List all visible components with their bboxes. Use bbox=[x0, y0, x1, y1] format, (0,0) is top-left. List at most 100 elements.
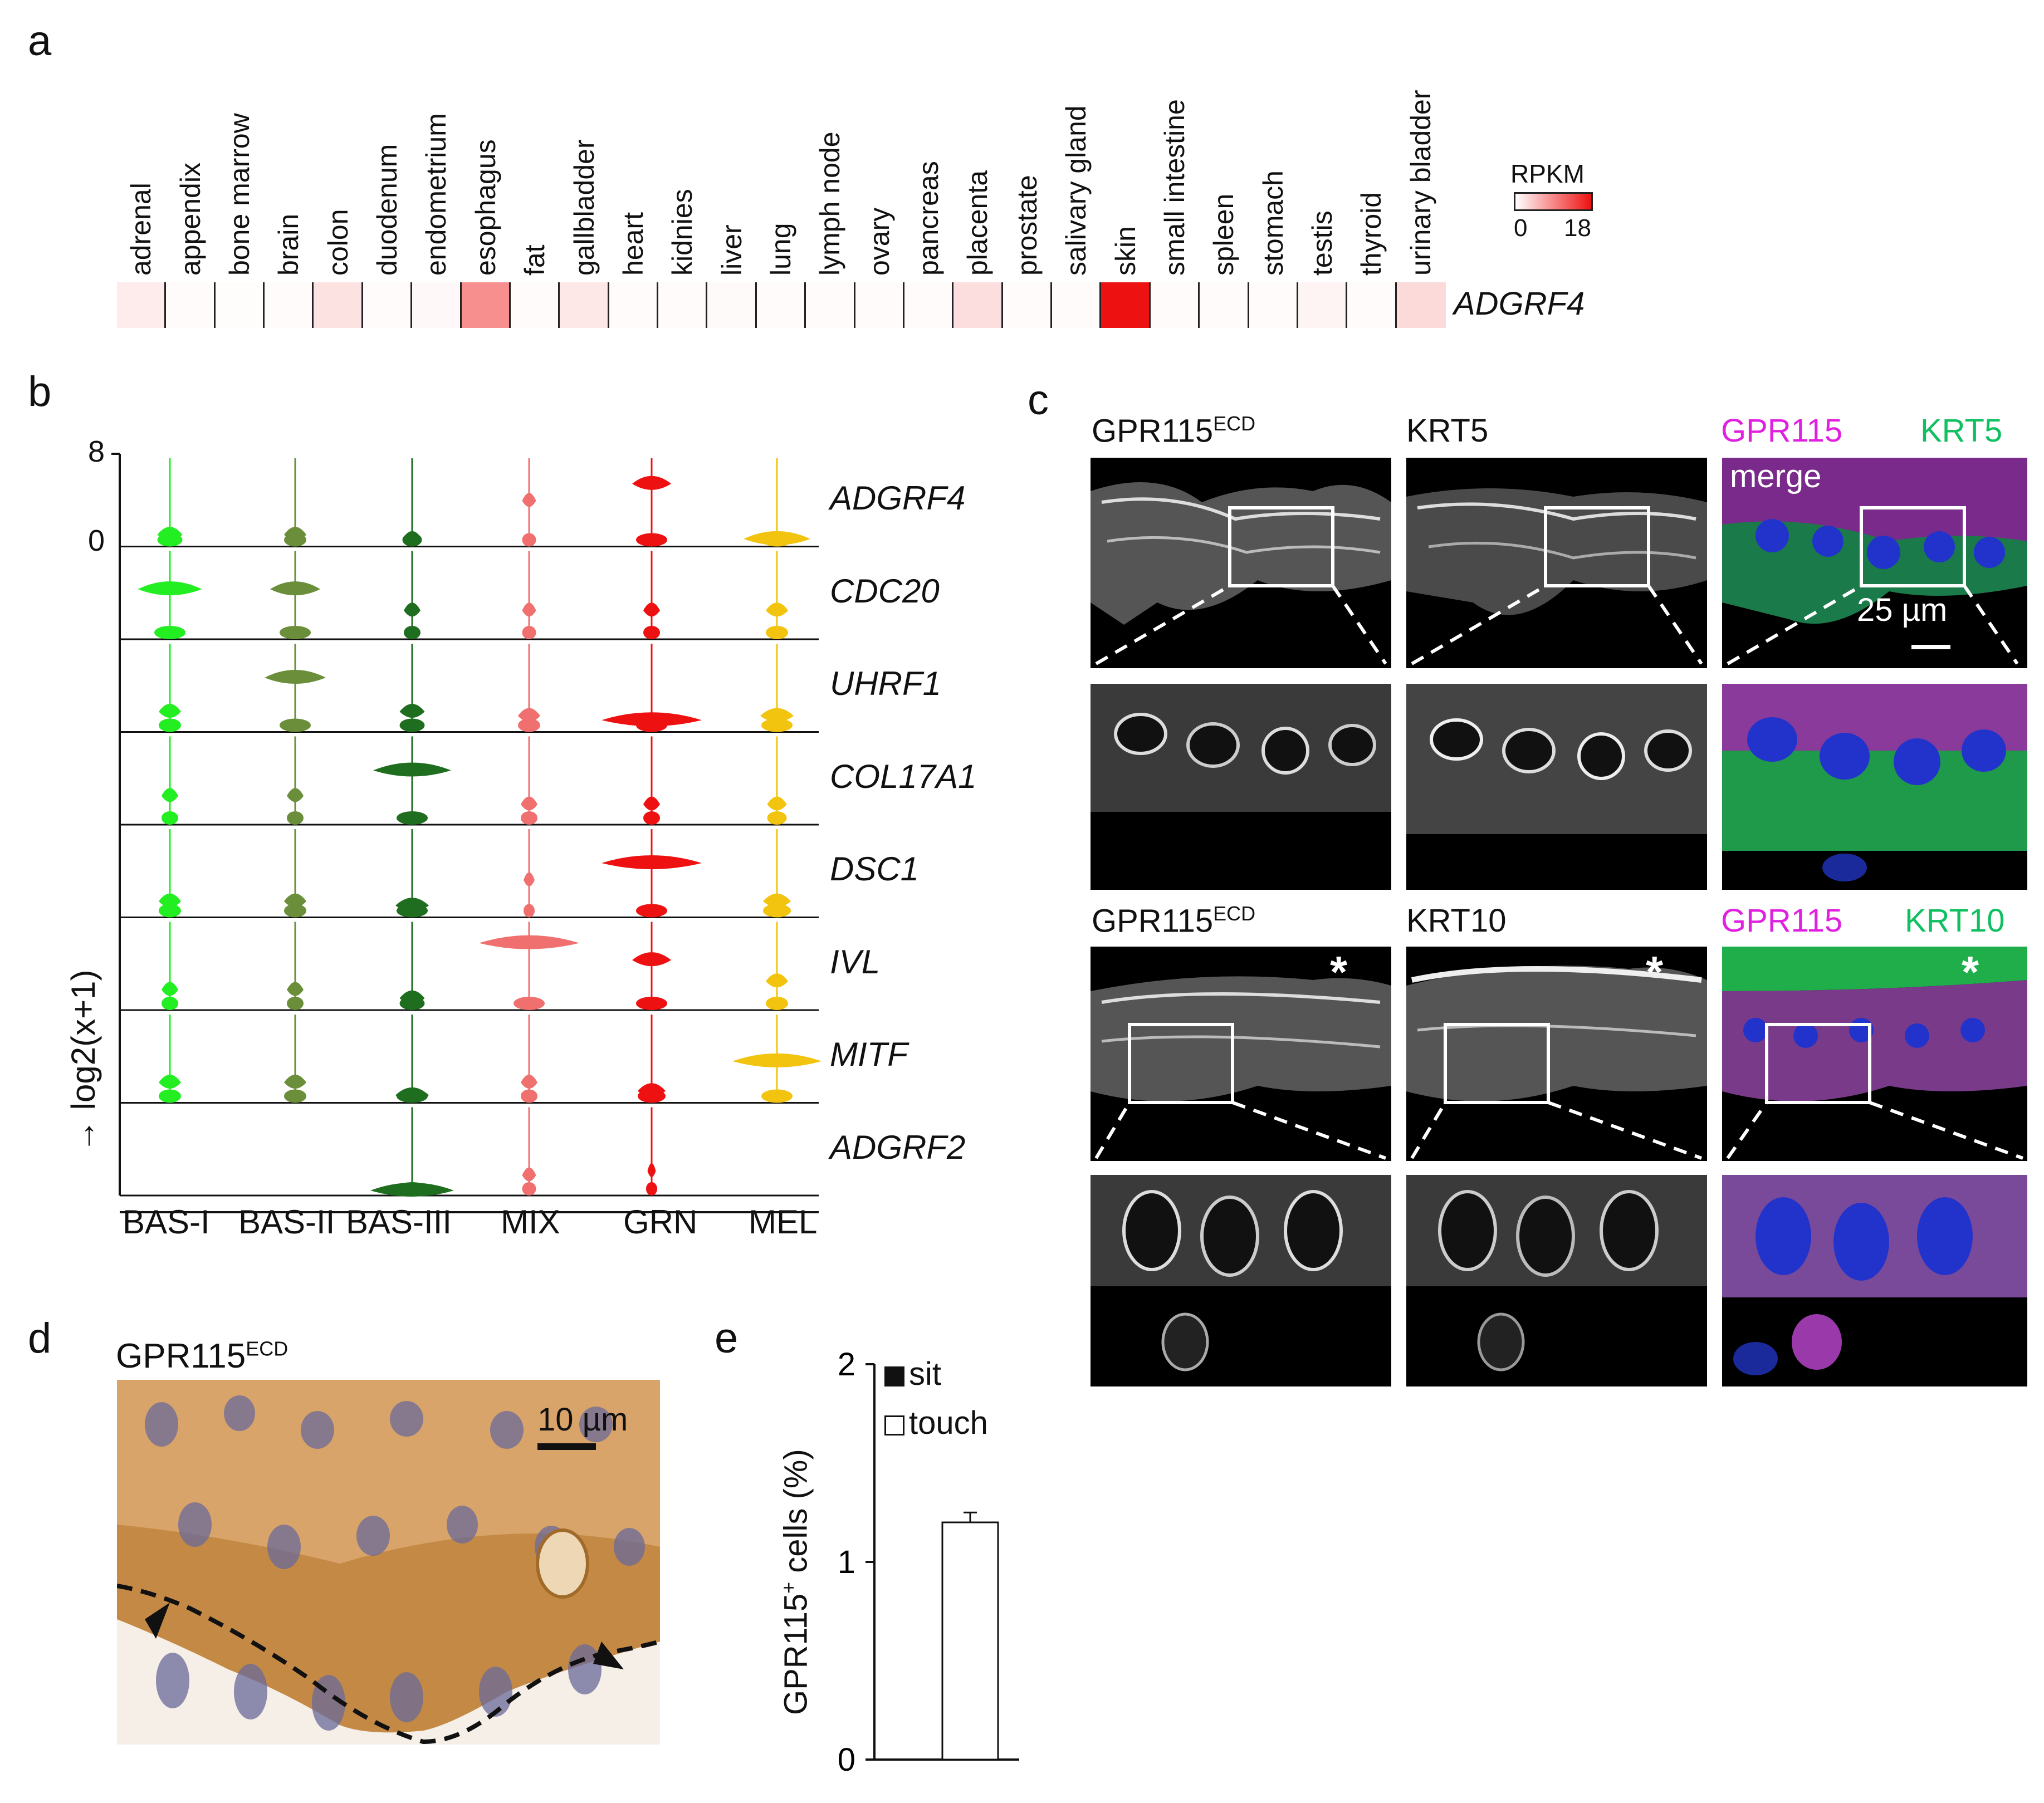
violin-body bbox=[138, 581, 202, 596]
c-zoom-gpr115-krt5 bbox=[1091, 684, 1391, 890]
tissue-label: salivary gland bbox=[1060, 105, 1092, 276]
violin-base bbox=[643, 811, 660, 825]
c-zoom-krt10-svg bbox=[1406, 1175, 1707, 1371]
violin-body bbox=[760, 708, 794, 722]
violin-base bbox=[636, 718, 667, 732]
c-image-gpr115-krt5-svg bbox=[1091, 482, 1391, 665]
e-y-label-sup: + bbox=[777, 1581, 800, 1594]
e-y-label-post: cells (%) bbox=[777, 1449, 814, 1582]
violin-base bbox=[522, 533, 536, 547]
c-bottom-title-merge-krt10: KRT10 bbox=[1905, 903, 2005, 939]
c-image-gpr115-krt10-svg bbox=[1091, 976, 1391, 1160]
c-image-merge-krt10-svg bbox=[1722, 947, 2027, 1160]
d-title-main: GPR115 bbox=[116, 1337, 246, 1375]
tissue-label: small intestine bbox=[1158, 99, 1190, 276]
violin-base bbox=[636, 997, 667, 1010]
violin-body bbox=[522, 602, 536, 617]
violin-base bbox=[284, 904, 306, 918]
heatmap-cell bbox=[314, 282, 363, 328]
panel-letter-d: d bbox=[28, 1315, 52, 1362]
violin-base bbox=[766, 626, 788, 639]
violin-base bbox=[767, 811, 787, 825]
heatmap-cell bbox=[363, 282, 413, 328]
heatmap-cell bbox=[756, 282, 806, 328]
violin-body bbox=[763, 893, 791, 908]
violin-base bbox=[763, 904, 791, 918]
heatmap-gene-label: ADGRF4 bbox=[1454, 286, 1585, 322]
e-legend-sit-label: sit bbox=[909, 1356, 941, 1392]
tissue-label: testis bbox=[1307, 210, 1338, 276]
violin-base bbox=[159, 1089, 181, 1103]
violin-gene-label: COL17A1 bbox=[830, 757, 977, 795]
violin-body bbox=[518, 708, 540, 722]
y-axis-arrow: → bbox=[65, 1110, 102, 1153]
heatmap-cell bbox=[904, 282, 954, 328]
violin-body bbox=[265, 670, 326, 684]
violin-body bbox=[270, 581, 320, 596]
violin-body bbox=[162, 788, 178, 802]
heatmap-cell bbox=[609, 282, 659, 328]
heatmap-cell bbox=[1003, 282, 1053, 328]
c-top-title-main: GPR115 bbox=[1092, 413, 1214, 449]
violin-body bbox=[767, 796, 787, 811]
violin-gene-label: ADGRF2 bbox=[830, 1128, 966, 1166]
violin-base bbox=[287, 997, 304, 1010]
heatmap-cell bbox=[658, 282, 708, 328]
rpkm-legend-max: 18 bbox=[1564, 214, 1591, 242]
c-top-title-sup: ECD bbox=[1213, 412, 1256, 435]
tissue-label: urinary bladder bbox=[1405, 90, 1436, 276]
c-top-title-gpr115: GPR115ECD bbox=[1092, 412, 1255, 449]
heatmap-cell bbox=[1200, 282, 1249, 328]
y-axis-label: → log2(x+1) bbox=[64, 970, 102, 1153]
violin-body bbox=[522, 1167, 536, 1182]
violin-body bbox=[766, 973, 788, 988]
y-zero-tick-label: 0 bbox=[88, 524, 105, 557]
c-bottom-title-gpr115: GPR115ECD bbox=[1092, 902, 1255, 939]
e-y-tick-label: 1 bbox=[838, 1544, 855, 1580]
c-image-krt5 bbox=[1406, 458, 1707, 668]
violin-base bbox=[522, 626, 536, 639]
violin-body bbox=[643, 602, 660, 617]
violin-base bbox=[518, 718, 540, 732]
violin-base bbox=[646, 1182, 657, 1196]
violin-body bbox=[732, 1053, 821, 1067]
violin-body bbox=[159, 1075, 181, 1089]
violin-body bbox=[524, 872, 535, 886]
violin-body bbox=[521, 1075, 537, 1089]
c-star-gpr115: * bbox=[1330, 947, 1348, 997]
violin-base bbox=[280, 718, 311, 732]
c-bottom-title-merge-gpr115: GPR115 bbox=[1721, 903, 1843, 939]
violin-base bbox=[154, 626, 185, 639]
c-image-merge-krt5: merge 25 µm bbox=[1722, 458, 2027, 668]
heatmap-cell bbox=[1347, 282, 1397, 328]
tissue-label: spleen bbox=[1208, 193, 1240, 276]
violin-body bbox=[632, 952, 671, 967]
violin-gene-label: ADGRF4 bbox=[830, 479, 966, 517]
violin-body bbox=[479, 935, 579, 949]
e-bars bbox=[941, 1511, 999, 1761]
c-zoom-gpr115-krt5-svg bbox=[1091, 684, 1391, 812]
heatmap-cell bbox=[265, 282, 314, 328]
c-bottom-title-main: GPR115 bbox=[1092, 903, 1214, 939]
violin-base bbox=[761, 533, 793, 547]
violin-body bbox=[643, 796, 660, 811]
tissue-label: pancreas bbox=[913, 161, 945, 276]
heatmap-cell bbox=[1150, 282, 1200, 328]
violin-base bbox=[402, 533, 422, 547]
violin-base bbox=[643, 626, 660, 639]
violin-body bbox=[284, 893, 306, 908]
violin-base bbox=[284, 533, 306, 547]
panel-letter-c: c bbox=[1028, 376, 1049, 424]
violin-gene-label: IVL bbox=[830, 943, 881, 981]
heatmap-cell bbox=[1101, 282, 1151, 328]
violin-base bbox=[761, 718, 793, 732]
violin-body bbox=[632, 476, 671, 490]
violin-gene-label: MITF bbox=[830, 1036, 908, 1074]
c-top-title-merge-krt5: KRT5 bbox=[1920, 413, 2003, 449]
violin-body bbox=[287, 788, 304, 802]
violin-base bbox=[399, 718, 425, 732]
violin-base bbox=[397, 1182, 428, 1196]
violin-base bbox=[638, 1089, 666, 1103]
violin-body bbox=[399, 704, 425, 718]
e-y-label-pre: GPR115 bbox=[777, 1593, 814, 1715]
